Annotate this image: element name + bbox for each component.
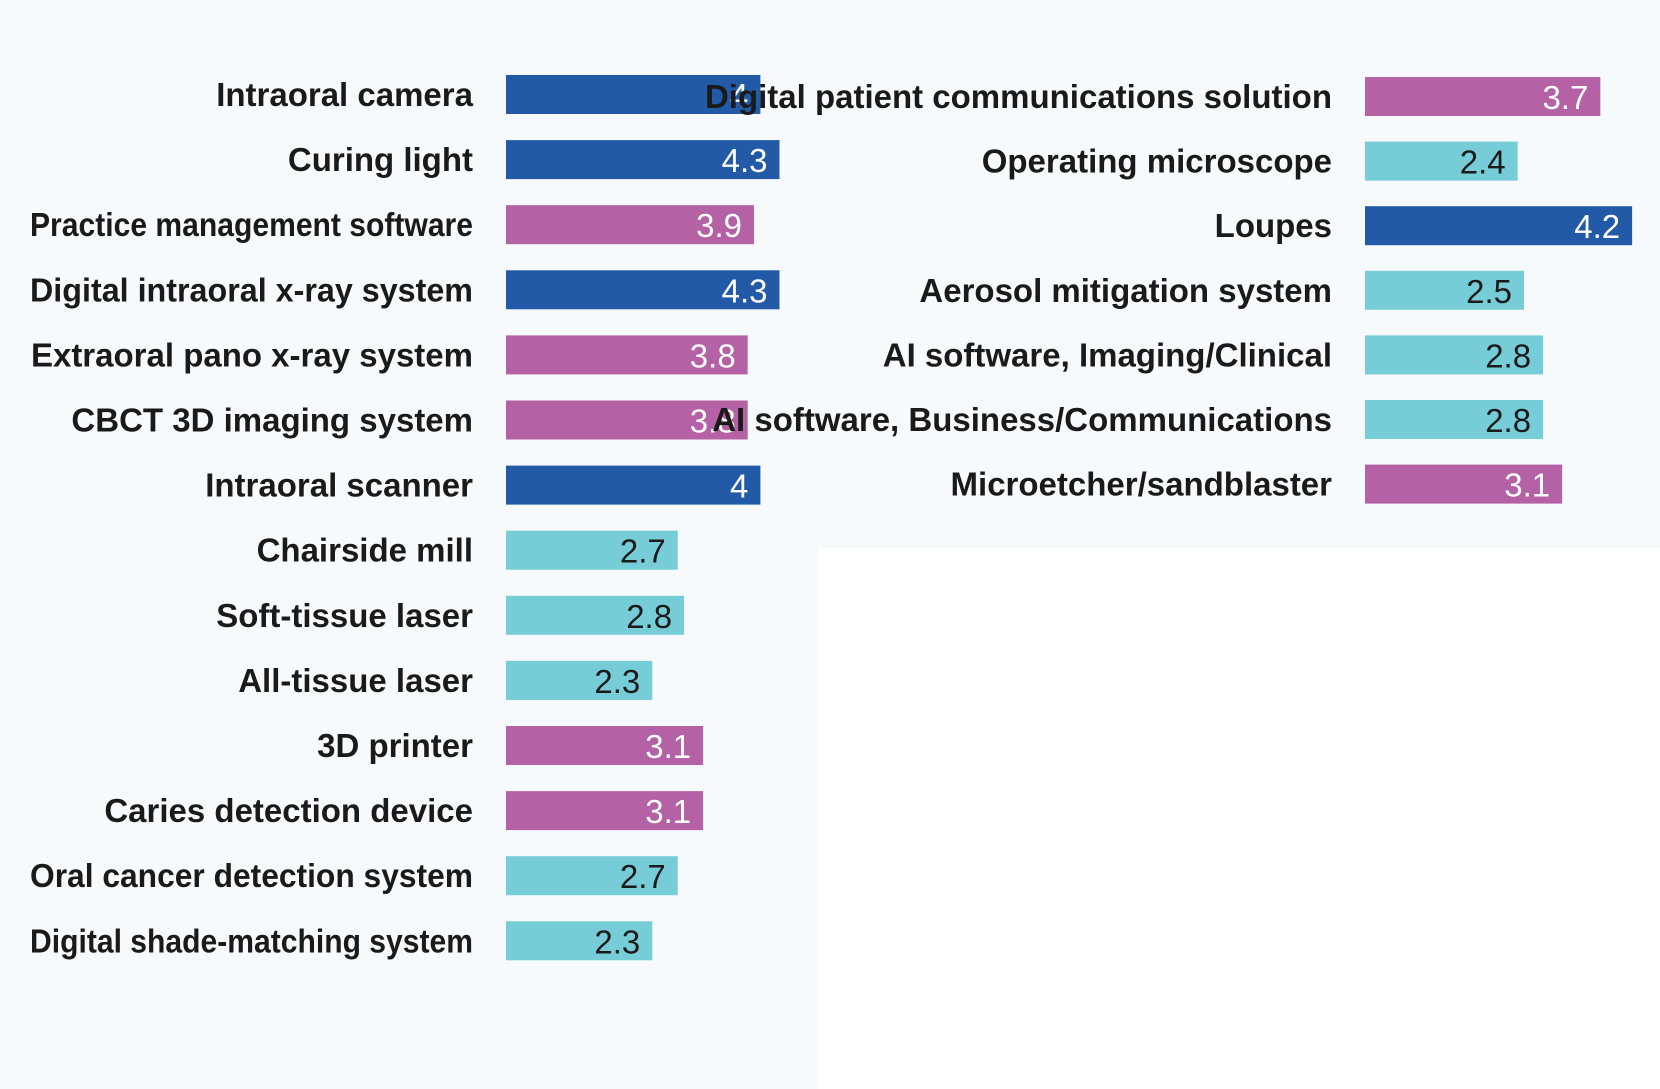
category-label-intraoral-camera: Intraoral camera — [216, 76, 473, 113]
value-label-microetcher-sandblaster: 3.1 — [1504, 467, 1550, 504]
bar-loupes — [1365, 206, 1633, 246]
category-label-all-tissue-laser: All-tissue laser — [238, 662, 473, 699]
value-label-digital-patient-communications-solution: 3.7 — [1542, 79, 1588, 116]
category-label-3d-printer: 3D printer — [317, 727, 473, 764]
category-label-digital-intraoral-x-ray-system: Digital intraoral x-ray system — [30, 271, 473, 308]
bar-digital-intraoral-x-ray-system — [506, 270, 780, 310]
category-label-digital-shade-matching-system: Digital shade-matching system — [30, 922, 473, 959]
category-label-intraoral-scanner: Intraoral scanner — [205, 467, 473, 504]
category-label-ai-software-imaging-clinical: AI software, Imaging/Clinical — [883, 336, 1332, 373]
category-label-operating-microscope: Operating microscope — [982, 143, 1332, 180]
category-label-ai-software-business-communications: AI software, Business/Communications — [712, 401, 1332, 438]
value-label-ai-software-business-communications: 2.8 — [1485, 402, 1531, 439]
bar-oral-cancer-detection-system — [506, 856, 678, 896]
category-label-caries-detection-device: Caries detection device — [104, 792, 473, 829]
value-label-3d-printer: 3.1 — [645, 728, 691, 765]
bar-ai-software-imaging-clinical — [1365, 335, 1544, 375]
value-label-aerosol-mitigation-system: 2.5 — [1466, 273, 1512, 310]
bar-intraoral-scanner — [506, 465, 761, 505]
bar-practice-management-software — [506, 205, 755, 245]
value-label-curing-light: 4.3 — [722, 142, 768, 179]
value-label-loupes: 4.2 — [1574, 208, 1620, 245]
category-label-digital-patient-communications-solution: Digital patient communications solution — [705, 78, 1332, 115]
bar-microetcher-sandblaster — [1365, 464, 1563, 504]
category-label-oral-cancer-detection-system: Oral cancer detection system — [30, 857, 473, 894]
bar-caries-detection-device — [506, 791, 704, 831]
bar-curing-light — [506, 140, 780, 180]
category-label-microetcher-sandblaster: Microetcher/sandblaster — [951, 466, 1333, 503]
value-label-operating-microscope: 2.4 — [1460, 144, 1506, 181]
value-label-ai-software-imaging-clinical: 2.8 — [1485, 337, 1531, 374]
bar-all-tissue-laser — [506, 660, 653, 700]
value-label-cbct-3d-imaging-system: 3.8 — [690, 403, 736, 440]
chart-panel-1: Intraoral camera 4 Curing light 4.3 Practice… — [30, 75, 780, 961]
bar-cbct-3d-imaging-system — [506, 400, 748, 440]
value-label-caries-detection-device: 3.1 — [645, 793, 691, 830]
category-label-chairside-mill: Chairside mill — [257, 532, 473, 569]
value-label-digital-intraoral-x-ray-system: 4.3 — [722, 272, 768, 309]
bar-chairside-mill — [506, 530, 678, 570]
value-label-practice-management-software: 3.9 — [696, 207, 742, 244]
value-label-oral-cancer-detection-system: 2.7 — [620, 858, 666, 895]
bar-ai-software-business-communications — [1365, 400, 1544, 439]
bar-aerosol-mitigation-system — [1365, 270, 1524, 310]
bar-digital-shade-matching-system — [506, 921, 653, 961]
category-label-curing-light: Curing light — [288, 141, 473, 178]
category-label-cbct-3d-imaging-system: CBCT 3D imaging system — [71, 402, 473, 439]
category-label-extraoral-pano-x-ray-system: Extraoral pano x-ray system — [31, 336, 473, 373]
category-label-practice-management-software: Practice management software — [30, 206, 473, 243]
bar-extraoral-pano-x-ray-system — [506, 335, 748, 375]
category-label-loupes: Loupes — [1215, 207, 1332, 244]
value-label-intraoral-camera: 4 — [730, 77, 748, 114]
value-label-all-tissue-laser: 2.3 — [594, 663, 640, 700]
value-label-digital-shade-matching-system: 2.3 — [594, 923, 640, 960]
bar-3d-printer — [506, 726, 704, 765]
value-label-soft-tissue-laser: 2.8 — [626, 598, 672, 635]
value-label-extraoral-pano-x-ray-system: 3.8 — [690, 337, 736, 374]
value-label-intraoral-scanner: 4 — [730, 468, 748, 505]
chart-panel-2: Digital patient communications solution 3… — [705, 77, 1633, 504]
background-panel — [818, 548, 1660, 1089]
value-label-chairside-mill: 2.7 — [620, 533, 666, 570]
bar-operating-microscope — [1365, 141, 1518, 181]
bar-digital-patient-communications-solution — [1365, 77, 1601, 116]
bar-soft-tissue-laser — [506, 595, 685, 635]
category-label-aerosol-mitigation-system: Aerosol mitigation system — [919, 272, 1332, 309]
bar-intraoral-camera — [506, 75, 761, 114]
category-label-soft-tissue-laser: Soft-tissue laser — [216, 597, 473, 634]
